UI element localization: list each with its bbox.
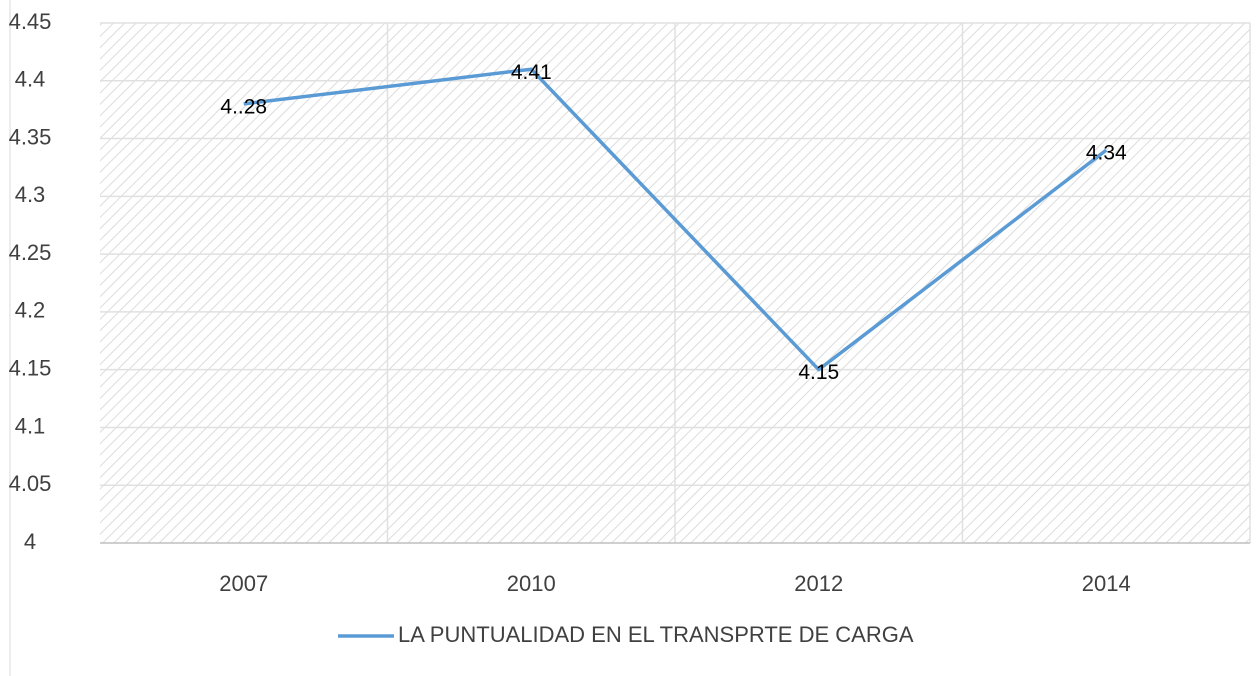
y-tick-label: 4.15 <box>9 355 52 380</box>
y-tick-label: 4.25 <box>9 240 52 265</box>
y-tick-label: 4.4 <box>15 67 46 92</box>
y-tick-label: 4.3 <box>15 182 46 207</box>
data-label: 4..28 <box>220 95 267 118</box>
data-label: 4.15 <box>798 361 839 384</box>
line-series <box>243 67 1108 372</box>
y-tick-label: 4.2 <box>15 298 46 323</box>
y-tick-label: 4.45 <box>9 9 52 34</box>
x-tick-label: 2007 <box>219 571 268 596</box>
x-tick-label: 2012 <box>794 571 843 596</box>
legend-label: LA PUNTUALIDAD EN EL TRANSPRTE DE CARGA <box>398 622 914 647</box>
data-label: 4.41 <box>511 61 552 84</box>
y-tick-label: 4.1 <box>15 413 46 438</box>
y-tick-label: 4 <box>24 529 36 554</box>
x-tick-label: 2014 <box>1082 571 1131 596</box>
y-tick-label: 4.35 <box>9 124 52 149</box>
y-tick-label: 4.05 <box>9 471 52 496</box>
data-label: 4.34 <box>1086 142 1127 165</box>
x-tick-label: 2010 <box>507 571 556 596</box>
